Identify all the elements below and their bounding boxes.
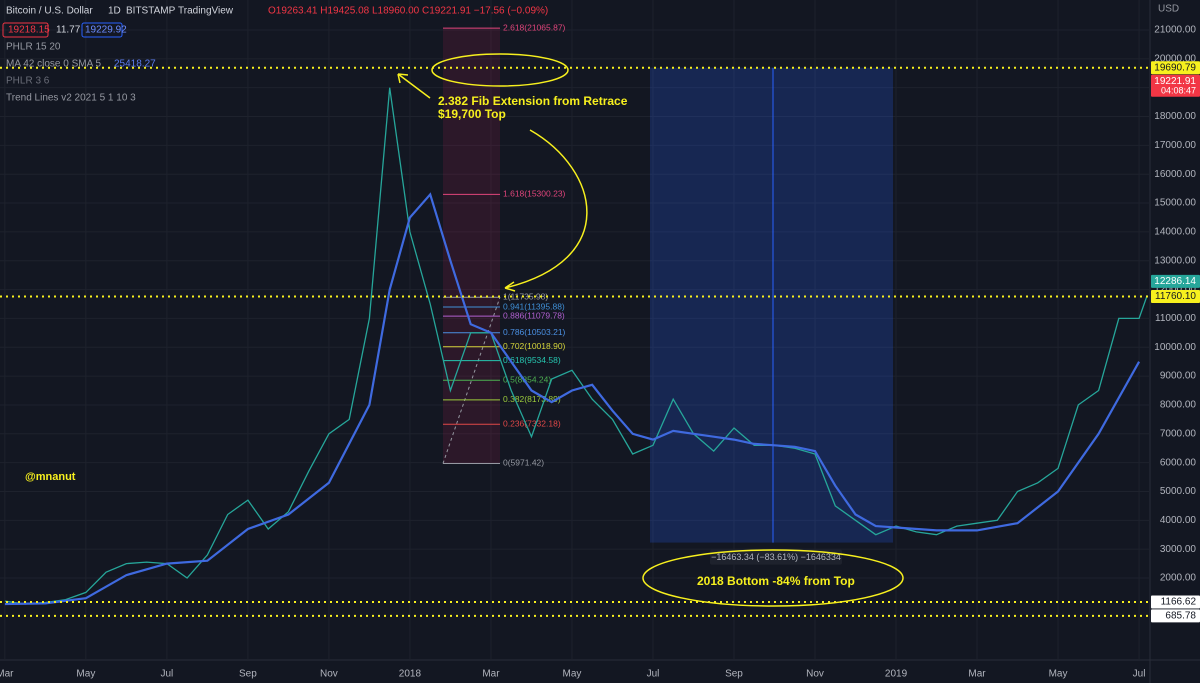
- x-tick-label: May: [1049, 669, 1068, 680]
- price-tag: [1151, 609, 1200, 623]
- bid: 19218.15: [8, 25, 50, 36]
- price-tag-label: 1166.62: [1161, 597, 1197, 608]
- price-tag-label: 19690.79: [1154, 62, 1196, 73]
- arrow: [397, 73, 431, 99]
- brand: TradingView: [178, 6, 234, 17]
- x-tick-label: Mar: [0, 669, 14, 680]
- ohlc: O19263.41 H19425.08 L18960.00 C19221.91 …: [268, 6, 548, 17]
- y-tick-label: 18000.00: [1154, 111, 1196, 122]
- exchange: BITSTAMP: [126, 6, 176, 17]
- y-tick-label: 14000.00: [1154, 227, 1196, 238]
- price-line: [4, 87, 1148, 605]
- price-tag: [1151, 595, 1200, 609]
- x-tick-label: Nov: [806, 669, 824, 680]
- fib-label: 0.941(11395.88): [503, 301, 565, 311]
- x-tick-label: Sep: [725, 669, 743, 680]
- y-tick-label: 2000.00: [1160, 573, 1197, 584]
- ma-value: 25418.27: [114, 59, 156, 70]
- y-tick-label: 15000.00: [1154, 198, 1196, 209]
- currency: USD: [1158, 4, 1179, 15]
- y-tick-label: 17000.00: [1154, 140, 1196, 151]
- indicator: PHLR 3 6: [6, 76, 50, 87]
- ask-box: [81, 22, 123, 38]
- price-tag-label: 19221.91: [1154, 76, 1196, 87]
- annotation: 2.382 Fib Extension from Retrace: [438, 94, 628, 108]
- x-tick-label: Mar: [482, 669, 500, 680]
- symbol: Bitcoin / U.S. Dollar: [6, 6, 93, 17]
- y-tick-label: 6000.00: [1160, 457, 1197, 468]
- y-tick-label: 16000.00: [1154, 169, 1196, 180]
- y-tick-label: 12000.00: [1154, 284, 1196, 295]
- x-tick-label: Sep: [239, 669, 257, 680]
- price-tag: [1151, 74, 1200, 97]
- measure-label: −16463.34 (−83.61%) −1646334: [711, 552, 841, 562]
- y-tick-label: 11000.00: [1155, 313, 1196, 324]
- fib-label: 0(5971.42): [503, 458, 544, 468]
- highlight-ellipse: [431, 53, 569, 87]
- y-tick-label: 3000.00: [1160, 544, 1197, 555]
- indicator: MA 42 close 0 SMA 5: [6, 59, 101, 70]
- price-tag: [1151, 289, 1200, 303]
- measure-label-box: [710, 549, 842, 565]
- author: @mnanut: [25, 471, 76, 483]
- price-tag-label: 11760.10: [1155, 291, 1196, 302]
- y-tick-label: 9000.00: [1160, 371, 1197, 382]
- highlight-ellipse: [642, 549, 904, 607]
- x-tick-label: Jul: [647, 669, 660, 680]
- measure-region: [650, 67, 893, 543]
- fib-label: 0.5(8854.24): [503, 375, 551, 385]
- price-tag: [1151, 61, 1200, 75]
- y-tick-label: 7000.00: [1160, 428, 1197, 439]
- price-tag: [1151, 274, 1200, 288]
- y-tick-label: 10000.00: [1154, 342, 1196, 353]
- fib-label: 0.382(8173.89): [503, 394, 561, 404]
- fib-label: 1(11735.98): [503, 291, 548, 301]
- fib-label: 2.618(21065.87): [503, 22, 566, 32]
- fib-label: 1.618(15300.23): [503, 189, 566, 199]
- x-tick-label: Nov: [320, 669, 338, 680]
- x-tick-label: May: [563, 669, 582, 680]
- y-tick-label: 5000.00: [1160, 486, 1197, 497]
- fib-label: 0.886(11079.78): [503, 310, 565, 320]
- y-tick-label: 20000.00: [1154, 53, 1196, 64]
- fib-label: 0.618(9534.58): [503, 355, 561, 365]
- x-tick-label: May: [76, 669, 95, 680]
- annotation: 2018 Bottom -84% from Top: [697, 574, 855, 588]
- indicator: Trend Lines v2 2021 5 1 10 3: [6, 93, 136, 104]
- fib-label: 0.702(10018.90): [503, 341, 566, 351]
- ask: 19229.92: [85, 25, 127, 36]
- fib-region: [443, 28, 500, 464]
- price-tag-label: 685.78: [1165, 611, 1196, 622]
- interval: 1D: [108, 6, 121, 17]
- arrow: [504, 129, 588, 292]
- fib-label: 0.786(10503.21): [503, 327, 566, 337]
- x-tick-label: Mar: [968, 669, 986, 680]
- y-tick-label: 8000.00: [1160, 400, 1197, 411]
- fib-trend: [442, 297, 501, 464]
- spread: 11.77: [56, 25, 81, 36]
- moving-average: [4, 192, 1141, 606]
- price-tag-timer: 04:08:47: [1161, 86, 1196, 96]
- fib-label: 0.236(7332.18): [503, 418, 561, 428]
- indicator: PHLR 15 20: [6, 42, 61, 53]
- x-tick-label: Jul: [160, 669, 173, 680]
- y-tick-label: 4000.00: [1160, 515, 1197, 526]
- y-tick-label: 21000.00: [1154, 25, 1196, 36]
- x-tick-label: Jul: [1133, 669, 1146, 680]
- annotation: $19,700 Top: [438, 107, 506, 121]
- price-tag-label: 12286.14: [1154, 276, 1196, 287]
- y-tick-label: 13000.00: [1154, 255, 1196, 266]
- x-tick-label: 2018: [399, 669, 422, 680]
- bid-box: [2, 22, 49, 38]
- x-tick-label: 2019: [885, 669, 908, 680]
